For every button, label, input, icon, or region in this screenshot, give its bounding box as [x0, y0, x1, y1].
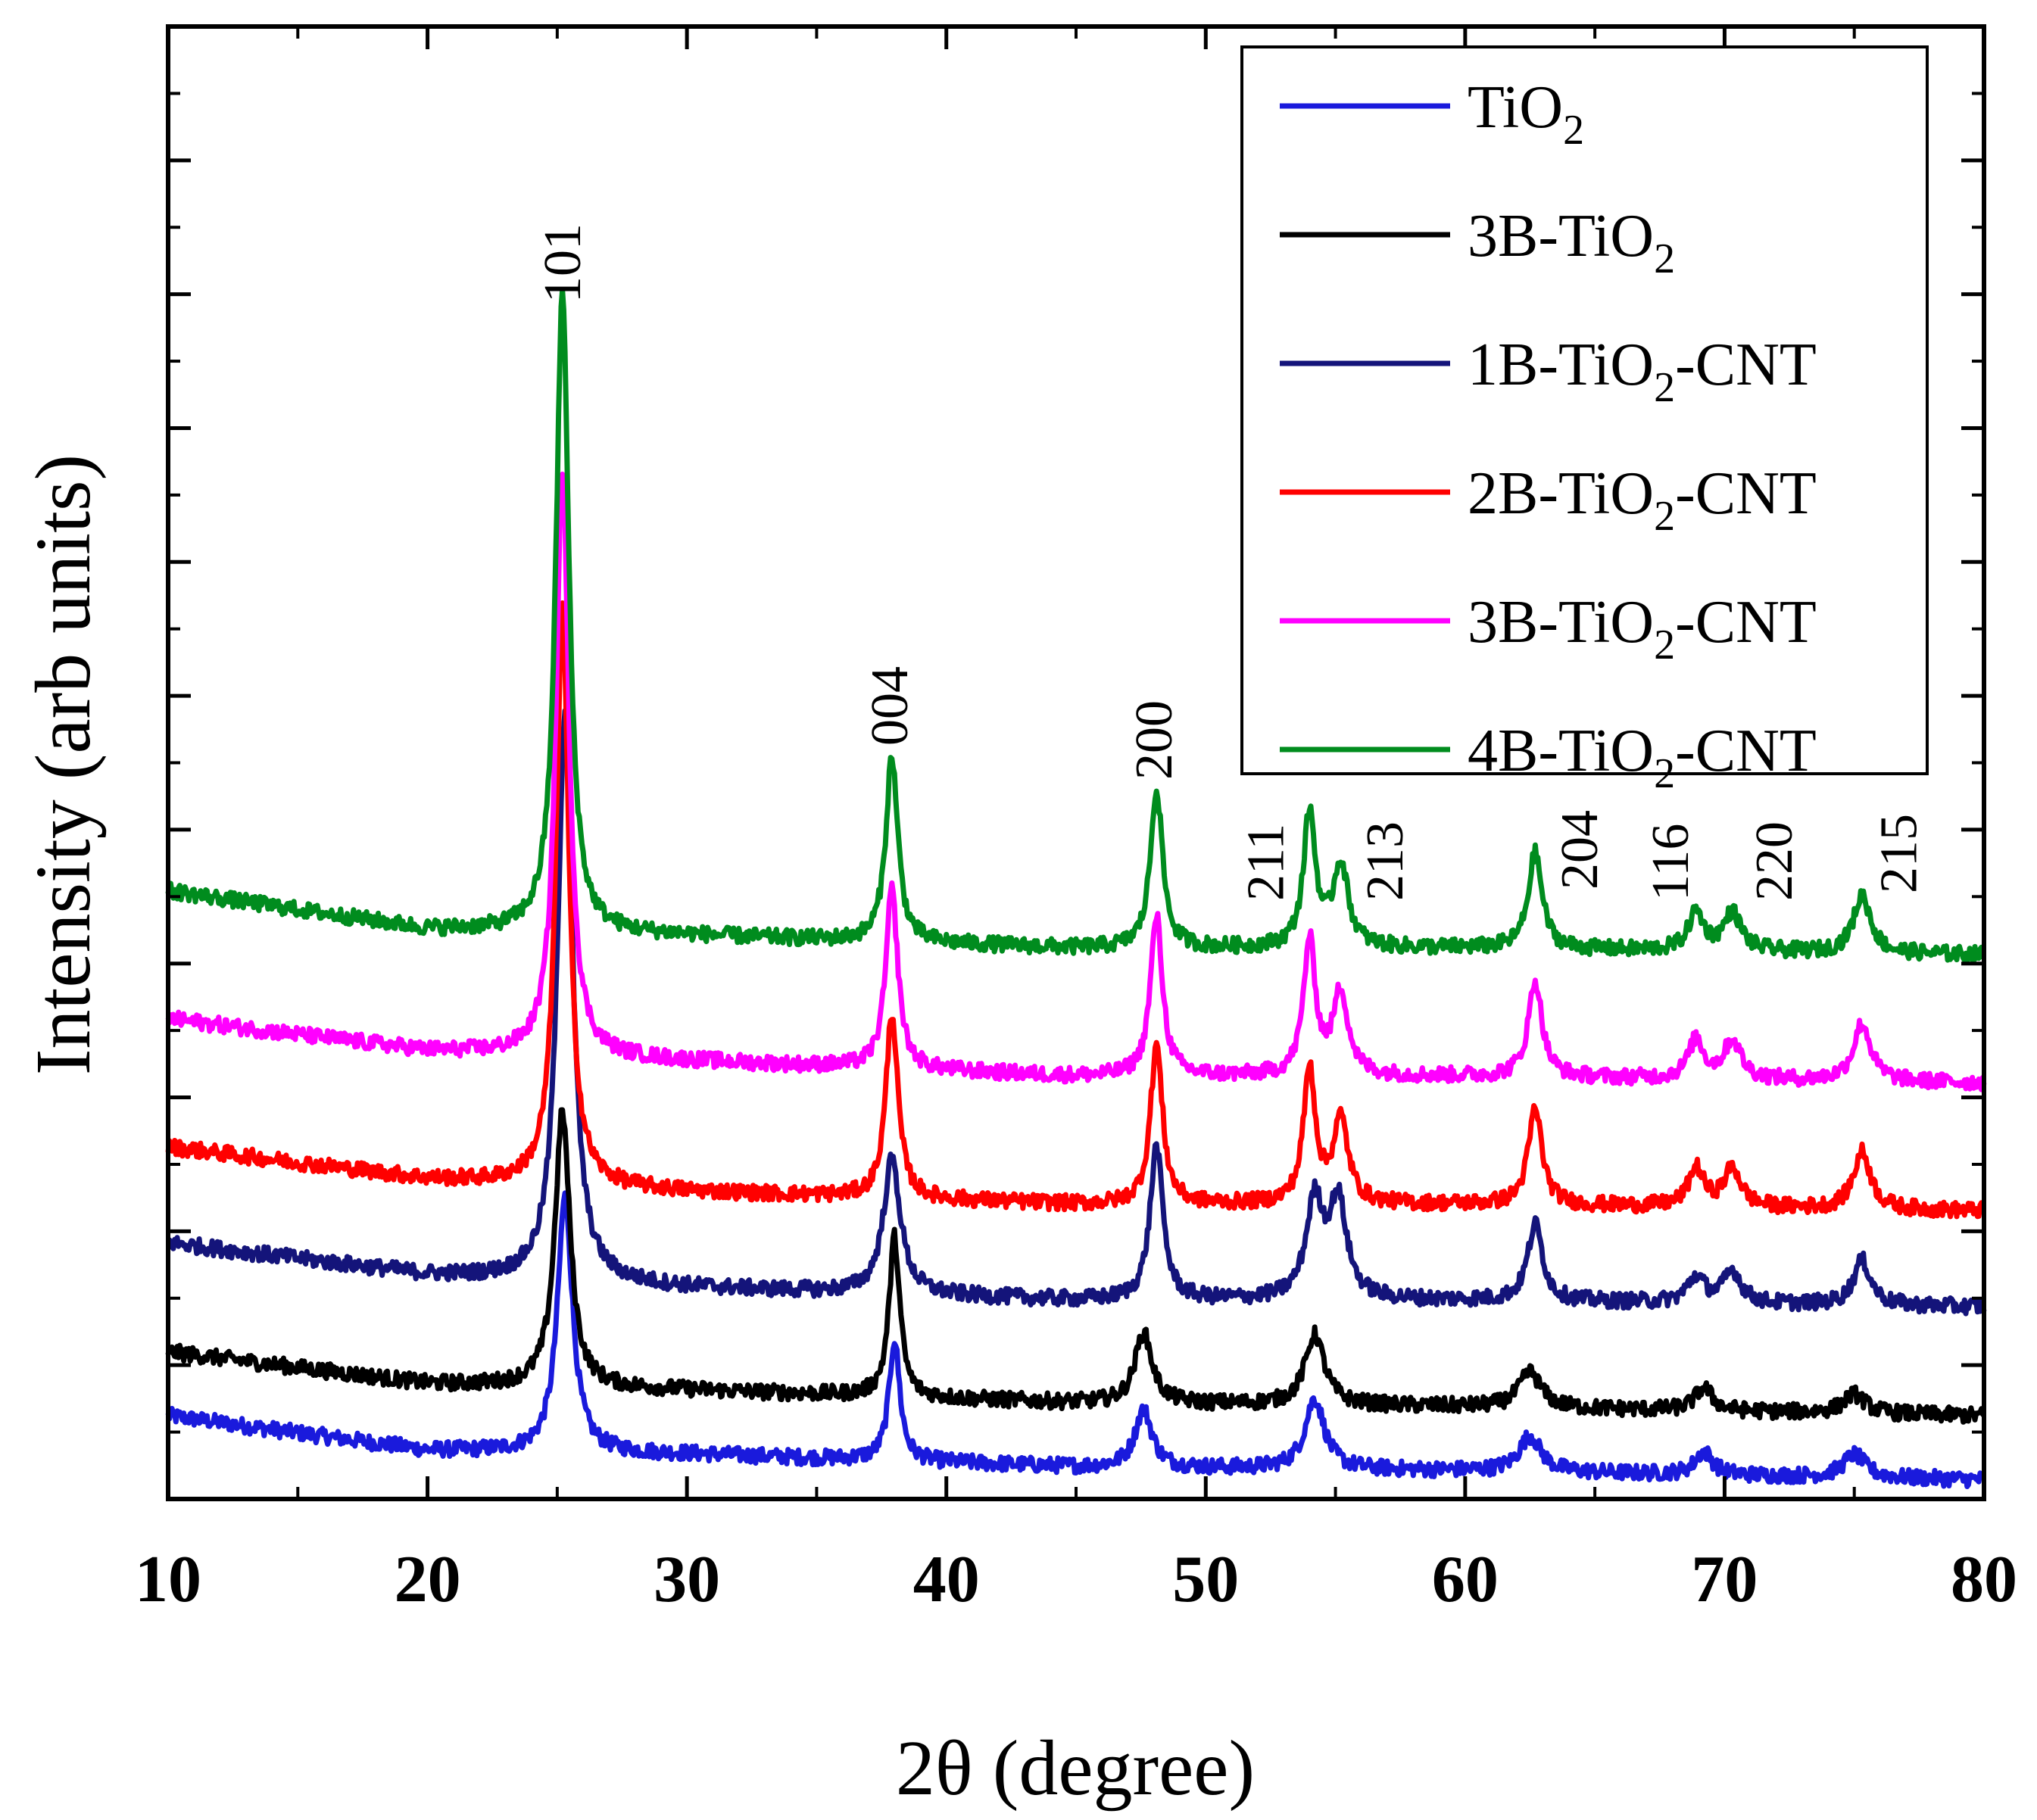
legend-label-subscript: 2 [1654, 622, 1675, 668]
peak-label-200: 200 [1125, 700, 1184, 780]
legend: TiO23B-TiO21B-TiO2-CNT2B-TiO2-CNT3B-TiO2… [1240, 45, 1929, 797]
x-tick-label: 20 [395, 1543, 461, 1616]
legend-label-2: 1B-TiO2-CNT [1468, 332, 1817, 411]
x-tick-label: 10 [135, 1543, 201, 1616]
series-line-5 [165, 287, 1987, 965]
legend-label-1: 3B-TiO2 [1468, 203, 1675, 282]
legend-label-main: 3B-TiO [1468, 203, 1654, 270]
legend-label-5: 4B-TiO2-CNT [1468, 718, 1817, 797]
series-line-2 [167, 708, 1987, 1317]
peak-label-213: 213 [1356, 821, 1415, 901]
series-layer [165, 287, 1987, 1489]
peak-label-004: 004 [861, 666, 919, 746]
series-line-1 [165, 1107, 1986, 1425]
legend-label-subscript: 2 [1563, 107, 1584, 154]
x-tick-label: 80 [1951, 1543, 2017, 1616]
peak-label-211: 211 [1237, 824, 1296, 901]
peak-label-layer: 101 004 200 211 213 204 116 220 215 [534, 223, 1928, 901]
x-tick-label: 70 [1691, 1543, 1758, 1616]
x-tick-label: 30 [654, 1543, 720, 1616]
legend-label-0: TiO2 [1468, 74, 1584, 154]
legend-label-main: 4B-TiO [1468, 718, 1654, 784]
peak-label-116: 116 [1642, 824, 1700, 901]
legend-label-suffix: -CNT [1675, 718, 1817, 784]
legend-label-suffix: -CNT [1675, 460, 1817, 527]
peak-label-215: 215 [1870, 814, 1928, 893]
legend-label-subscript: 2 [1654, 235, 1675, 282]
x-tick-label: 40 [913, 1543, 980, 1616]
legend-label-main: 2B-TiO [1468, 460, 1654, 527]
legend-label-suffix: -CNT [1675, 589, 1817, 656]
legend-label-main: 1B-TiO [1468, 332, 1654, 398]
legend-box [1240, 45, 1929, 775]
legend-label-subscript: 2 [1654, 364, 1675, 411]
x-tick-label: 50 [1172, 1543, 1239, 1616]
peak-label-101: 101 [534, 223, 592, 303]
x-tick-label: 60 [1432, 1543, 1499, 1616]
peak-label-220: 220 [1745, 821, 1804, 901]
legend-label-main: TiO [1468, 74, 1563, 141]
legend-label-main: 3B-TiO [1468, 589, 1654, 656]
x-axis-title: 2θ (degree) [896, 1725, 1255, 1812]
legend-label-suffix: -CNT [1675, 332, 1817, 398]
series-line-0 [165, 1190, 1986, 1489]
series-line-3 [165, 600, 1986, 1220]
legend-entries: TiO23B-TiO21B-TiO2-CNT2B-TiO2-CNT3B-TiO2… [1280, 74, 1817, 797]
legend-label-3: 2B-TiO2-CNT [1468, 460, 1817, 540]
legend-label-4: 3B-TiO2-CNT [1468, 589, 1817, 668]
peak-label-204: 204 [1551, 810, 1609, 890]
legend-label-subscript: 2 [1654, 750, 1675, 797]
tick-layer: 10 20 30 40 50 60 70 80 [135, 26, 2017, 1616]
series-line-4 [165, 471, 1987, 1092]
legend-label-subscript: 2 [1654, 493, 1675, 540]
y-axis-title: Intensity (arb units) [20, 454, 107, 1075]
